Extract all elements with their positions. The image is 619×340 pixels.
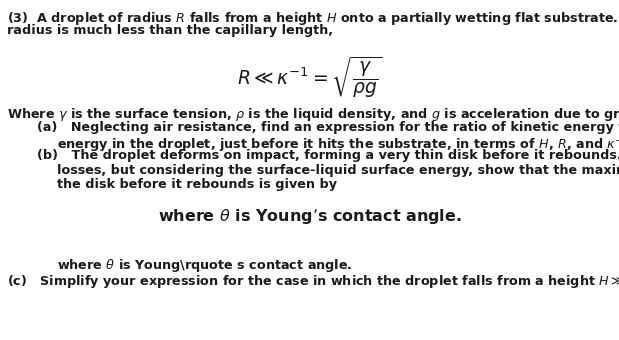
Text: energy in the droplet, just before it hits the substrate, in terms of $H$, $R$, : energy in the droplet, just before it hi… [57, 135, 619, 155]
Text: radius is much less than the capillary length,: radius is much less than the capillary l… [7, 24, 334, 37]
Text: the disk before it rebounds is given by: the disk before it rebounds is given by [57, 178, 337, 191]
Text: losses, but considering the surface-liquid surface energy, show that the maximum: losses, but considering the surface-liqu… [57, 164, 619, 176]
Text: (c)   Simplify your expression for the case in which the droplet falls from a he: (c) Simplify your expression for the cas… [7, 272, 619, 292]
Text: (a)   Neglecting air resistance, find an expression for the ratio of kinetic ene: (a) Neglecting air resistance, find an e… [37, 121, 619, 134]
Text: (b)   The droplet deforms on impact, forming a very thin disk before it rebounds: (b) The droplet deforms on impact, formi… [37, 149, 619, 162]
Text: Where $\gamma$ is the surface tension, $\rho$ is the liquid density, and $g$ is : Where $\gamma$ is the surface tension, $… [7, 106, 619, 123]
Text: $R \ll \kappa^{-1} = \sqrt{\dfrac{\gamma}{\rho g}}$: $R \ll \kappa^{-1} = \sqrt{\dfrac{\gamma… [236, 54, 383, 99]
Text: where $\theta$ is Young\rquote s contact angle.: where $\theta$ is Young\rquote s contact… [57, 257, 352, 274]
Text: where $\theta$ is Young’s contact angle.: where $\theta$ is Young’s contact angle. [158, 207, 461, 226]
Text: (3)  A droplet of radius $R$ falls from a height $H$ onto a partially wetting fl: (3) A droplet of radius $R$ falls from a… [7, 10, 619, 27]
